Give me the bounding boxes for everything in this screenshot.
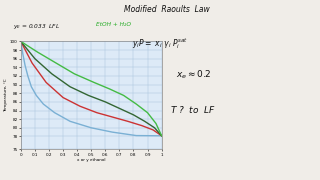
X-axis label: x or y ethanol: x or y ethanol	[77, 158, 106, 162]
Text: $T$ ?  to  LF: $T$ ? to LF	[170, 104, 215, 115]
Text: $y_E$ = 0.033  LFL: $y_E$ = 0.033 LFL	[13, 22, 60, 31]
Text: EtOH + H₂O: EtOH + H₂O	[96, 22, 131, 27]
Text: $y_i P = \ x_i \ \gamma_i \ P_i^{sat}$: $y_i P = \ x_i \ \gamma_i \ P_i^{sat}$	[132, 36, 188, 51]
Text: Modified  Raoults  Law: Modified Raoults Law	[124, 5, 209, 14]
Y-axis label: Temperature, °C: Temperature, °C	[4, 79, 8, 112]
Text: $x_e \approx 0.2$: $x_e \approx 0.2$	[176, 68, 212, 81]
